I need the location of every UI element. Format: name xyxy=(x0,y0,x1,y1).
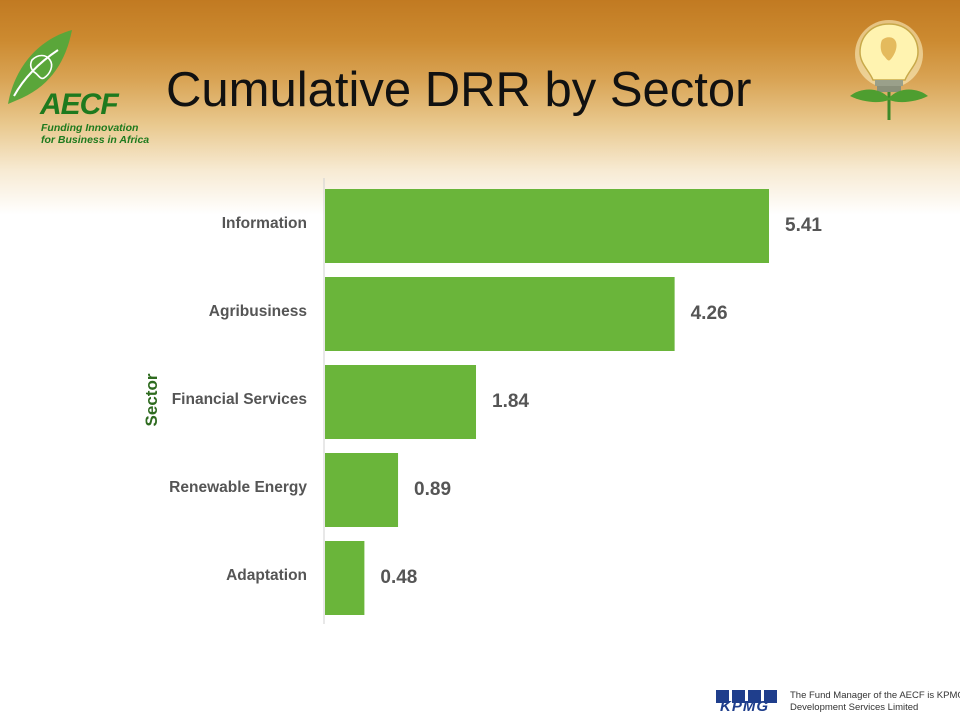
category-label-information: Information xyxy=(222,215,307,232)
value-label-information: 5.41 xyxy=(785,215,822,236)
logo-tagline-line1: Funding Innovation xyxy=(41,122,139,134)
kpmg-logo xyxy=(716,690,778,714)
bar-financial-services xyxy=(325,365,477,439)
category-label-agribusiness: Agribusiness xyxy=(209,303,307,320)
bar-renewable-energy xyxy=(325,453,399,527)
category-label-adaptation: Adaptation xyxy=(226,567,307,584)
footer-line2: Development Services Limited xyxy=(790,702,919,713)
leaf-africa-icon xyxy=(8,30,72,104)
aecf-logo: AECF Funding Innovation for Business in … xyxy=(0,18,160,146)
value-label-agribusiness: 4.26 xyxy=(691,303,728,324)
category-label-renewable-energy: Renewable Energy xyxy=(169,479,307,496)
logo-tagline: Funding Innovation for Business in Afric… xyxy=(41,122,161,146)
footer-text: The Fund Manager of the AECF is KPMG Dev… xyxy=(790,690,960,714)
footer-line1: The Fund Manager of the AECF is KPMG xyxy=(790,690,960,701)
logo-tagline-line2: for Business in Africa xyxy=(41,134,150,146)
logo-wordmark: AECF xyxy=(40,88,119,121)
value-label-renewable-energy: 0.89 xyxy=(414,479,451,500)
value-label-adaptation: 0.48 xyxy=(380,567,417,588)
bar-information xyxy=(325,189,769,263)
value-label-financial-services: 1.84 xyxy=(492,391,529,412)
y-axis-title: Sector xyxy=(142,373,161,426)
lightbulb-icon xyxy=(850,20,928,120)
bar-agribusiness xyxy=(325,277,675,351)
bar-adaptation xyxy=(325,541,365,615)
page-title: Cumulative DRR by Sector xyxy=(166,63,752,117)
kpmg-wordmark: KPMG xyxy=(720,698,769,715)
category-label-financial-services: Financial Services xyxy=(172,391,307,408)
